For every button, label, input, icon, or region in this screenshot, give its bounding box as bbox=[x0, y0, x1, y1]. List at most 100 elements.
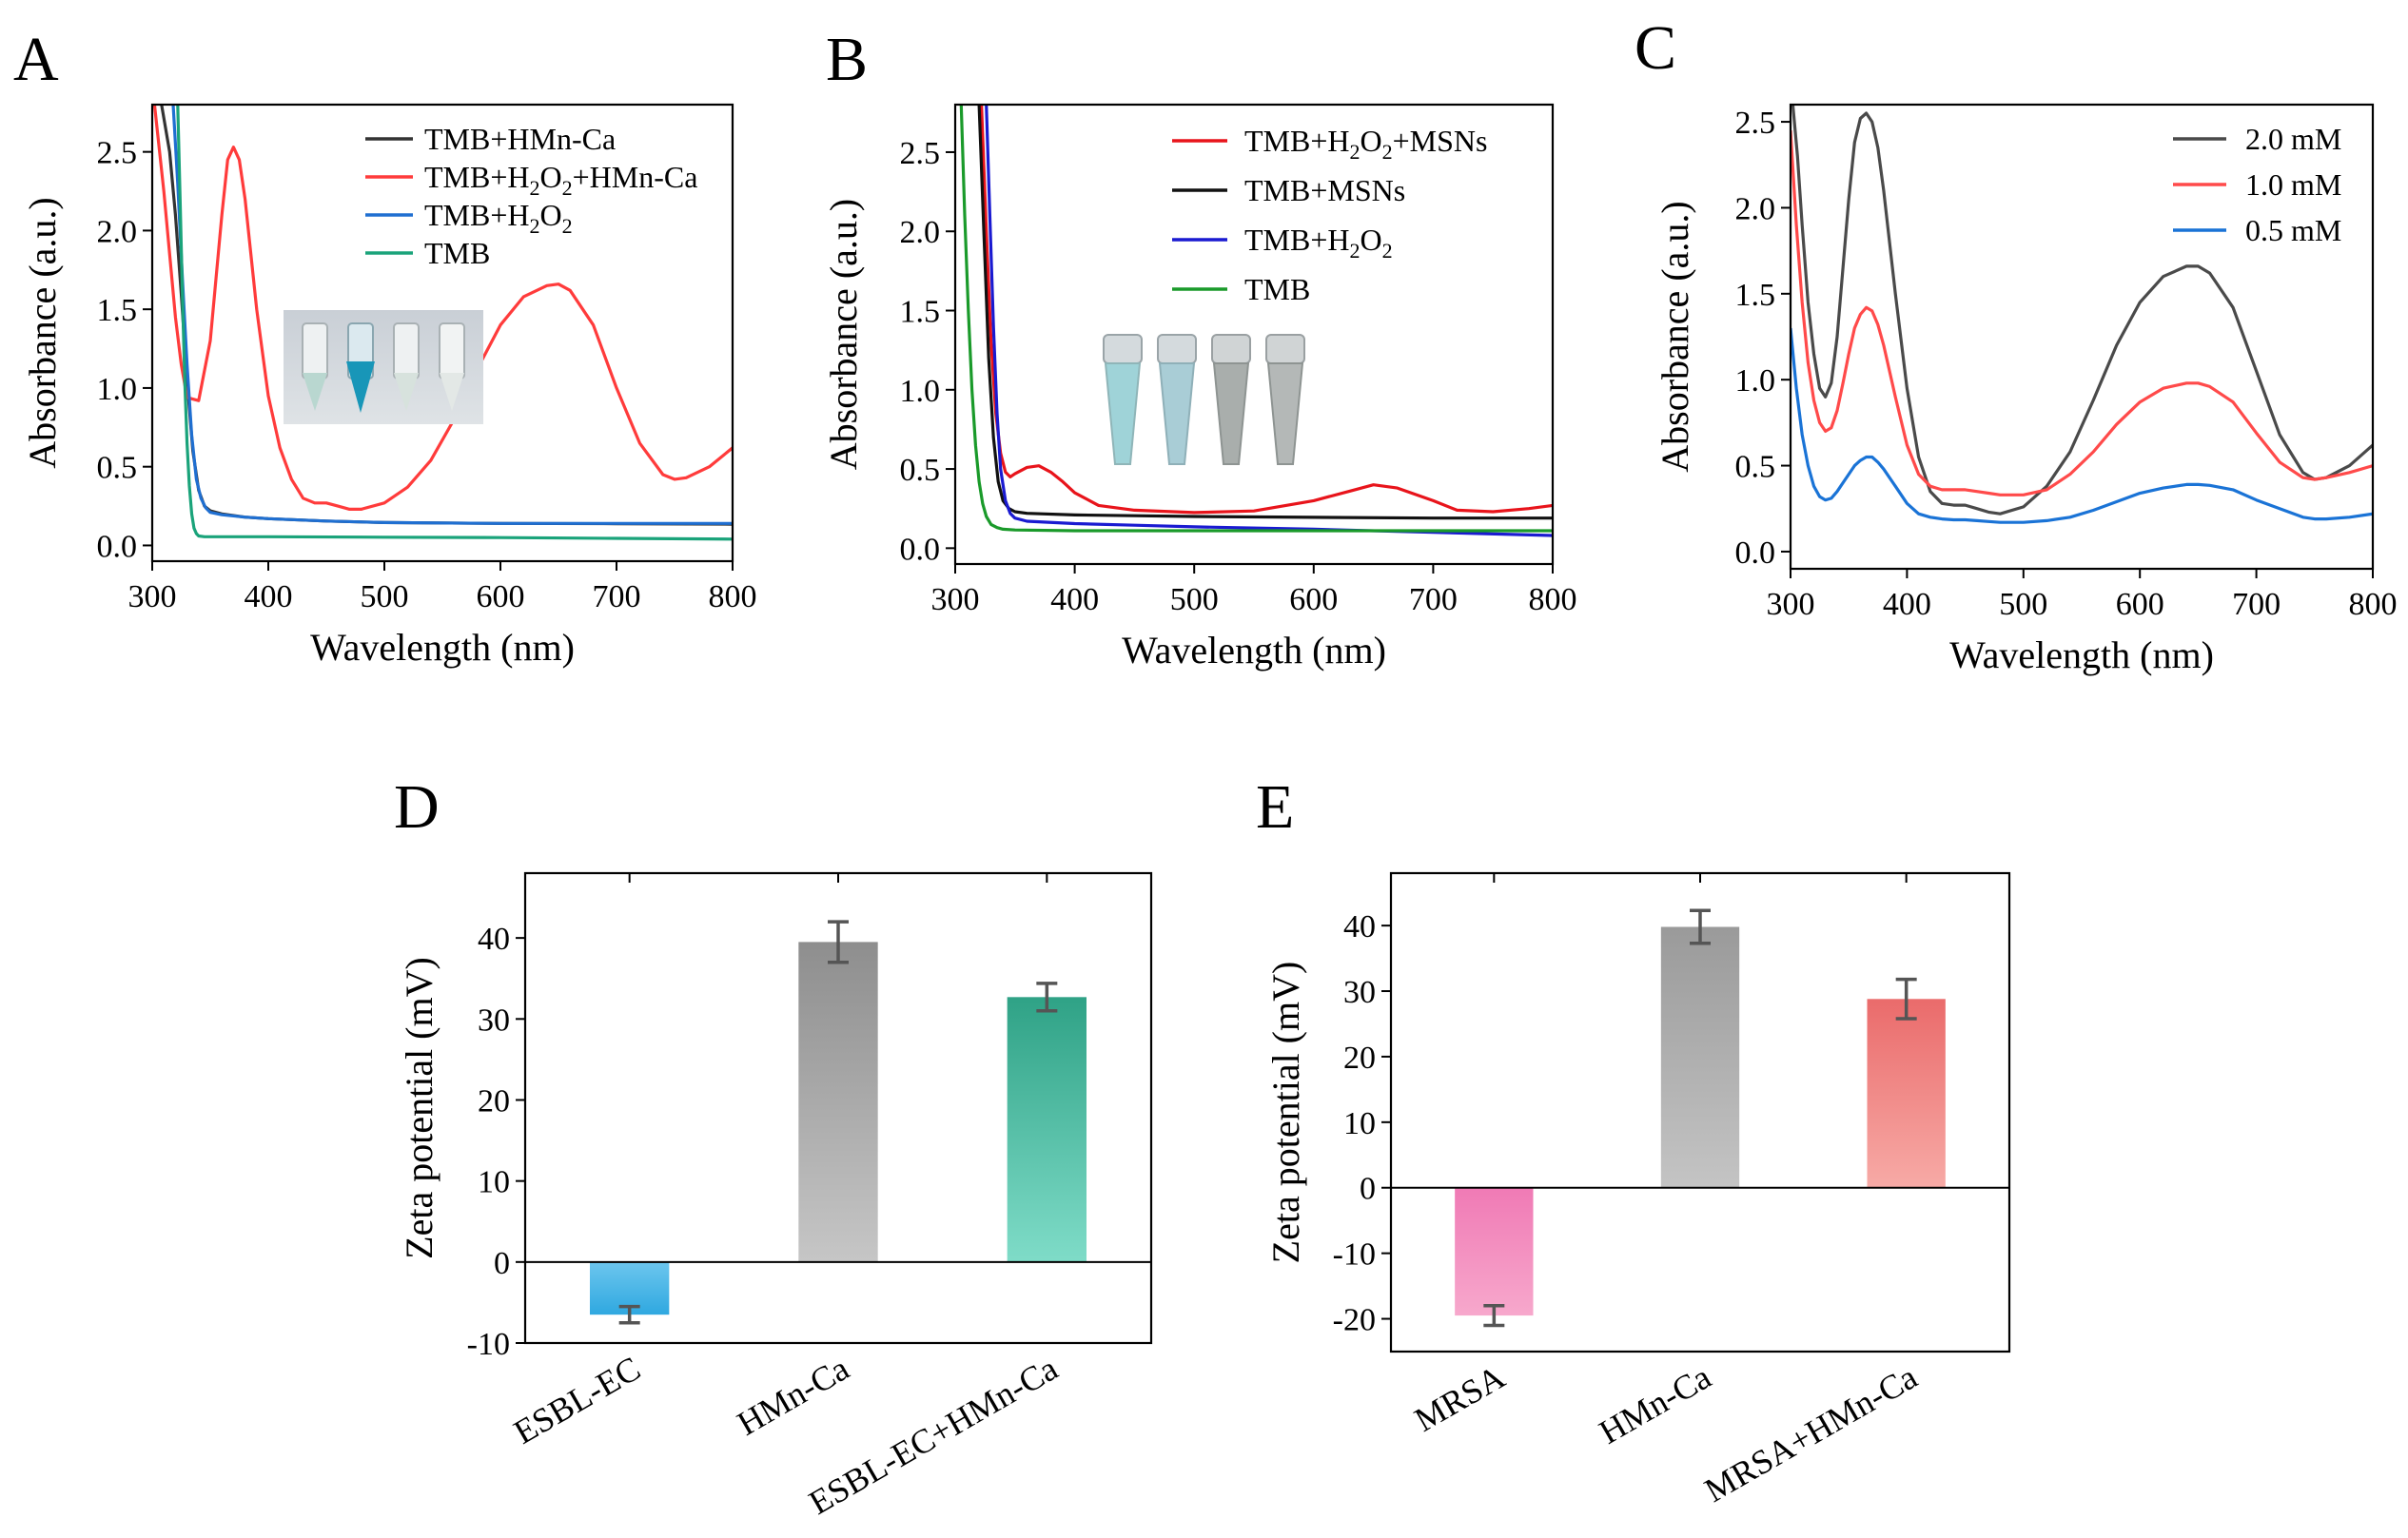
y-tick-label: 2.5 bbox=[97, 136, 138, 171]
error-bar-3 bbox=[1036, 982, 1058, 1013]
error-bar-1 bbox=[1483, 1304, 1505, 1328]
y-tick-label: 1.5 bbox=[900, 295, 941, 330]
tube-3 bbox=[393, 322, 420, 411]
y-tick-label: 10 bbox=[478, 1165, 510, 1200]
series-line-3 bbox=[985, 105, 1553, 537]
y-tick-label: 1.0 bbox=[900, 374, 941, 409]
x-tick-label: 700 bbox=[593, 579, 641, 614]
category-label-1: MRSA bbox=[1408, 1357, 1511, 1439]
tube-4 bbox=[439, 322, 465, 411]
panel-d: D ESBL-EC HMn-CaESBL-EC+HMn-Ca-1001020304… bbox=[394, 772, 1153, 1522]
category-label-2: HMn-Ca bbox=[731, 1349, 855, 1443]
series-line-2 bbox=[977, 105, 1553, 520]
plot-frame bbox=[1389, 871, 2011, 1353]
axes-a: 300 400 500 600 700 800 0.0 0.5 1.0 1.5 2.0 2.5 Wave… bbox=[21, 103, 757, 669]
y-tick-label: 1.5 bbox=[97, 293, 138, 328]
tube-2 bbox=[346, 322, 375, 413]
legend-label-3: 0.5 mM bbox=[2245, 213, 2341, 247]
series-line-3 bbox=[1791, 327, 2373, 524]
category-label-3: MRSA+HMn-Ca bbox=[1698, 1357, 1924, 1509]
axes-b: 300 400 500 600 700 800 0.0 0.5 1.0 1.5 2.0 2.5 Wave… bbox=[822, 103, 1577, 672]
axes-d: ESBL-EC HMn-CaESBL-EC+HMn-Ca-10010203040Z… bbox=[398, 871, 1153, 1522]
legend-label-2: TMB+H2O2+HMn-Ca bbox=[424, 160, 697, 200]
y-tick-label: 30 bbox=[478, 1003, 510, 1038]
legend-label-2: 1.0 mM bbox=[2245, 167, 2341, 202]
plot-frame bbox=[1789, 103, 2375, 571]
panel-letter-e: E bbox=[1256, 772, 1294, 842]
series-group bbox=[1791, 105, 2373, 524]
legend-label-4: TMB bbox=[1244, 272, 1310, 306]
plot-frame bbox=[953, 103, 1555, 566]
legend-label-2: TMB+MSNs bbox=[1244, 173, 1405, 207]
tube-1 bbox=[1103, 334, 1143, 465]
x-axis-label: Wavelength (nm) bbox=[1122, 629, 1386, 672]
legend-label-1: TMB+H2O2+MSNs bbox=[1244, 124, 1487, 164]
series-group bbox=[959, 105, 1553, 537]
y-tick-label: 2.5 bbox=[1735, 106, 1776, 141]
x-tick-label: 400 bbox=[1050, 582, 1099, 617]
panel-b: B 300 400 500 600 700 800 0.0 0.5 1.0 1.5 2.0 2.5 Wa… bbox=[822, 25, 1577, 672]
y-tick-label: 0.0 bbox=[900, 532, 941, 567]
y-tick-label: -10 bbox=[467, 1327, 510, 1362]
y-axis-label: Absorbance (a.u.) bbox=[1654, 201, 1696, 472]
inset-photo-a bbox=[284, 310, 483, 424]
category-label-2: HMn-Ca bbox=[1593, 1357, 1717, 1451]
tube-3 bbox=[1211, 334, 1251, 465]
x-tick-label: 500 bbox=[1999, 587, 2047, 622]
y-tick-label: 10 bbox=[1343, 1106, 1376, 1141]
y-tick-label: 0.5 bbox=[900, 453, 941, 488]
legend-label-4: TMB bbox=[424, 236, 490, 270]
series-line-1 bbox=[980, 105, 1553, 515]
legend-b: TMB+H2O2+MSNs TMB+MSNs TMB+H2O2 TMB bbox=[1172, 124, 1487, 306]
x-tick-label: 400 bbox=[245, 579, 293, 614]
legend-label-3: TMB+H2O2 bbox=[1244, 223, 1393, 263]
series-line-1 bbox=[1791, 105, 2373, 516]
x-tick-label: 300 bbox=[1767, 587, 1815, 622]
y-tick-label: 40 bbox=[1343, 909, 1376, 944]
x-axis-label: Wavelength (nm) bbox=[1949, 633, 2214, 676]
legend-label-3: TMB+H2O2 bbox=[424, 198, 573, 238]
x-tick-label: 800 bbox=[2349, 587, 2398, 622]
y-tick-label: 30 bbox=[1343, 975, 1376, 1010]
x-tick-label: 500 bbox=[1170, 582, 1219, 617]
y-tick-label: 0 bbox=[1360, 1172, 1376, 1207]
y-tick-label: 0.0 bbox=[97, 529, 138, 564]
x-tick-label: 600 bbox=[1289, 582, 1338, 617]
x-axis-label: Wavelength (nm) bbox=[310, 626, 575, 669]
series-line-4 bbox=[959, 105, 1553, 533]
y-tick-label: 20 bbox=[478, 1083, 510, 1119]
y-axis-label: Absorbance (a.u.) bbox=[21, 197, 64, 468]
bar-2 bbox=[1660, 926, 1740, 1188]
error-bar-3 bbox=[1895, 977, 1917, 1021]
y-axis-label: Absorbance (a.u.) bbox=[822, 199, 865, 470]
x-tick-label: 400 bbox=[1883, 587, 1931, 622]
y-tick-label: 1.5 bbox=[1735, 278, 1776, 313]
tube-4 bbox=[1265, 334, 1305, 465]
bar-1 bbox=[1455, 1187, 1534, 1316]
error-bar-2 bbox=[1690, 908, 1711, 945]
y-tick-label: 0.5 bbox=[97, 451, 138, 486]
error-bar-1 bbox=[618, 1304, 640, 1325]
x-tick-label: 700 bbox=[2232, 587, 2281, 622]
y-tick-label: 1.0 bbox=[1735, 363, 1776, 399]
y-tick-label: 20 bbox=[1343, 1041, 1376, 1076]
y-tick-label: 2.0 bbox=[1735, 191, 1776, 226]
inset-photo-b bbox=[1103, 334, 1305, 465]
y-tick-label: 0.5 bbox=[1735, 450, 1776, 485]
panel-letter-b: B bbox=[826, 25, 868, 94]
tube-1 bbox=[302, 322, 328, 411]
plot-frame bbox=[523, 871, 1153, 1345]
axes-c: 300 400 500 600 700 800 0.0 0.5 1.0 1.5 2.0 2.5 Wave… bbox=[1654, 103, 2398, 676]
y-tick-label: 40 bbox=[478, 922, 510, 957]
series-line-2 bbox=[1791, 130, 2373, 496]
x-tick-label: 800 bbox=[1529, 582, 1577, 617]
series-line-2 bbox=[152, 105, 733, 512]
y-tick-label: -20 bbox=[1333, 1303, 1376, 1338]
bar-3 bbox=[1867, 999, 1946, 1188]
plot-frame bbox=[150, 103, 734, 563]
legend-label-1: 2.0 mM bbox=[2245, 122, 2341, 156]
x-tick-label: 500 bbox=[361, 579, 409, 614]
y-axis-label: Zeta potential (mV) bbox=[398, 957, 440, 1259]
